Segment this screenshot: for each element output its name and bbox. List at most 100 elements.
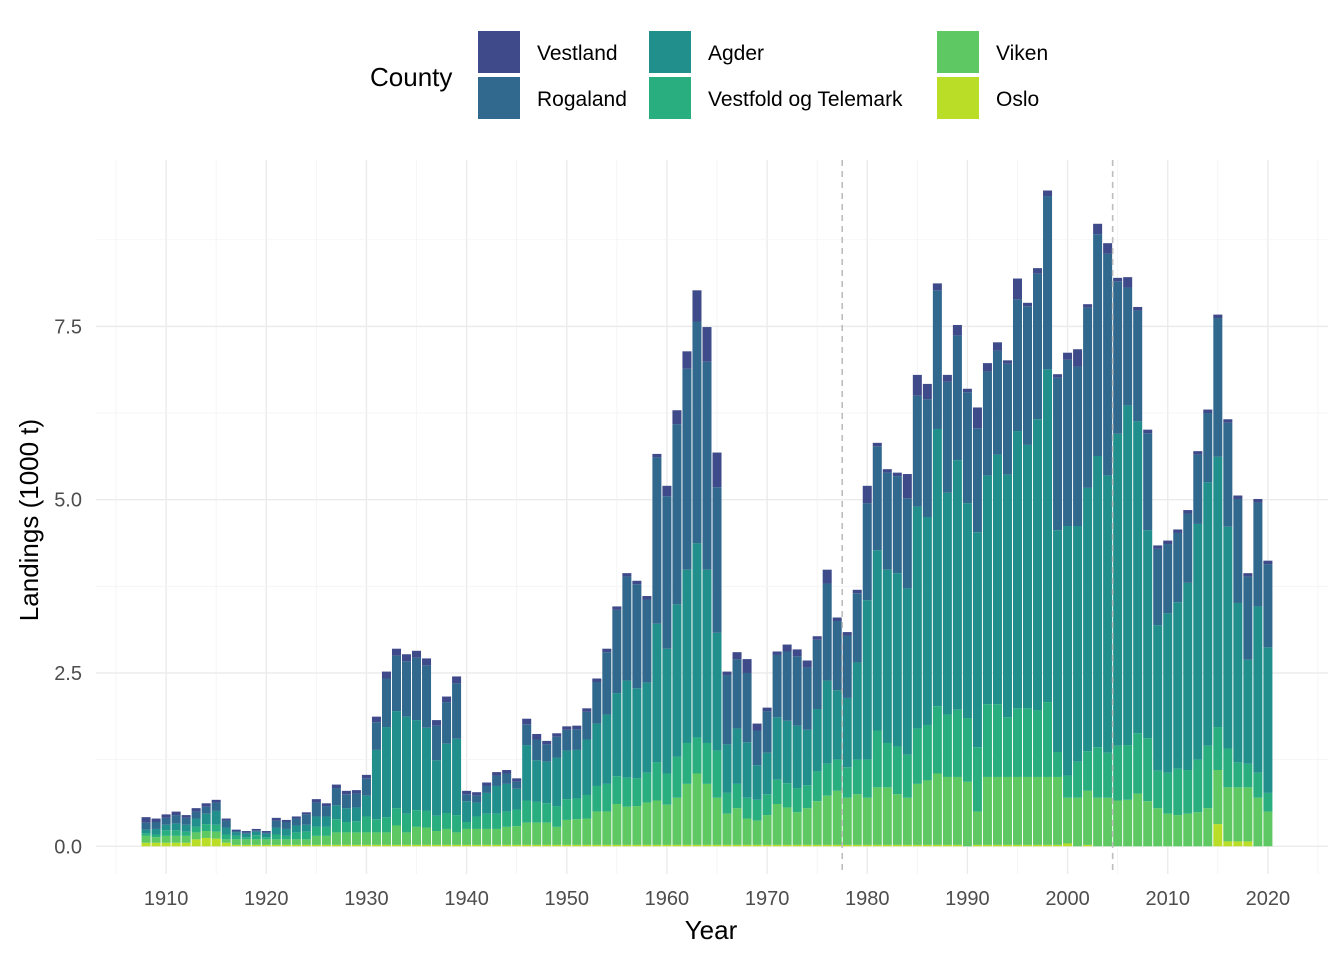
bar-agder	[301, 824, 311, 832]
bar-vestland	[872, 442, 882, 447]
bar-vestland	[742, 659, 752, 673]
bar-agder	[241, 833, 251, 838]
bar-viken	[492, 828, 502, 845]
bar-rogaland	[452, 683, 462, 739]
bar-vestfold-og-telemark	[412, 810, 422, 827]
bar-vestfold-og-telemark	[1002, 717, 1012, 777]
bar-oslo	[231, 844, 241, 847]
bar-agder	[772, 717, 782, 780]
bar-viken	[652, 800, 662, 845]
bar-vestland	[472, 792, 482, 796]
bar-rogaland	[522, 724, 532, 746]
bar-vestland	[592, 678, 602, 682]
bar-viken	[1083, 790, 1093, 845]
bar-vestland	[311, 799, 321, 803]
bar-agder	[872, 550, 882, 731]
bar-agder	[632, 688, 642, 779]
bar-rogaland	[632, 584, 642, 689]
bar-vestland	[381, 671, 391, 679]
bar-rogaland	[321, 806, 331, 817]
bar-vestfold-og-telemark	[371, 819, 381, 833]
bar-viken	[1103, 797, 1113, 847]
legend-label: Rogaland	[537, 88, 627, 111]
bar-rogaland	[1043, 196, 1053, 370]
bar-vestfold-og-telemark	[932, 706, 942, 774]
bar-agder	[1113, 433, 1123, 746]
bar-vestfold-og-telemark	[1023, 708, 1033, 777]
bar-agder	[271, 827, 281, 835]
bar-rogaland	[161, 817, 171, 825]
bar-vestland	[391, 648, 401, 656]
bar-oslo	[1043, 844, 1053, 847]
bar-vestland	[141, 817, 151, 823]
bar-vestland	[792, 649, 802, 657]
bar-agder	[962, 503, 972, 719]
x-tick-label: 1990	[945, 888, 990, 910]
bar-viken	[752, 820, 762, 845]
bar-oslo	[301, 844, 311, 847]
bar-stack-1991	[972, 407, 982, 847]
bar-vestfold-og-telemark	[862, 759, 872, 798]
bar-agder	[922, 517, 932, 725]
bar-viken	[161, 835, 171, 843]
bar-stack-1992	[982, 363, 992, 847]
bar-agder	[1002, 474, 1012, 718]
bar-viken	[241, 839, 251, 845]
bar-rogaland	[912, 395, 922, 507]
bar-oslo	[221, 842, 231, 847]
bar-vestfold-og-telemark	[502, 811, 512, 827]
bar-stack-2016	[1223, 419, 1233, 847]
bar-vestfold-og-telemark	[391, 808, 401, 826]
bar-oslo	[802, 844, 812, 847]
bar-stack-1996	[1023, 302, 1033, 847]
bar-stack-1940	[462, 790, 472, 847]
legend-title: County	[370, 62, 452, 92]
bar-viken	[502, 826, 512, 845]
bar-vestland	[1123, 277, 1133, 288]
bar-rogaland	[462, 794, 472, 802]
bar-vestland	[231, 829, 241, 832]
bar-vestfold-og-telemark	[642, 772, 652, 803]
bar-rogaland	[512, 781, 522, 789]
bar-vestland	[702, 327, 712, 362]
bar-viken	[1033, 776, 1043, 845]
x-tick-label: 1960	[645, 888, 690, 910]
bar-rogaland	[492, 775, 502, 786]
bar-rogaland	[772, 654, 782, 718]
bar-agder	[432, 760, 442, 816]
bar-rogaland	[401, 661, 412, 717]
bar-vestland	[882, 469, 892, 473]
bar-oslo	[662, 844, 672, 847]
bar-vestland	[562, 726, 572, 730]
bar-vestland	[482, 782, 492, 786]
bar-rogaland	[1063, 359, 1073, 527]
bar-vestfold-og-telemark	[892, 746, 902, 795]
bar-oslo	[271, 844, 281, 847]
bar-viken	[602, 811, 612, 845]
x-tick-label: 2010	[1145, 888, 1190, 910]
bar-vestland	[191, 808, 201, 812]
bar-rogaland	[952, 335, 962, 461]
bar-agder	[1153, 625, 1163, 771]
bar-vestland	[301, 812, 311, 815]
bar-vestfold-og-telemark	[331, 819, 341, 833]
bar-vestland	[1253, 498, 1263, 503]
bar-rogaland	[862, 503, 872, 601]
legend-swatch	[649, 77, 691, 119]
bar-vestfold-og-telemark	[1163, 772, 1173, 814]
bar-vestland	[1023, 302, 1033, 307]
bar-agder	[191, 818, 201, 827]
bar-stack-1944	[502, 770, 512, 847]
bar-oslo	[532, 844, 542, 847]
bar-viken	[1213, 770, 1223, 825]
bar-vestland	[682, 351, 692, 369]
bar-viken	[802, 808, 812, 845]
bar-stack-1984	[902, 474, 912, 847]
y-tick-label: 7.5	[54, 316, 82, 338]
bar-vestland	[612, 606, 622, 610]
bar-viken	[572, 819, 582, 845]
bar-vestfold-og-telemark	[1203, 745, 1213, 809]
bar-viken	[1053, 776, 1063, 845]
bar-stack-1962	[682, 351, 692, 847]
bar-vestfold-og-telemark	[522, 800, 532, 823]
